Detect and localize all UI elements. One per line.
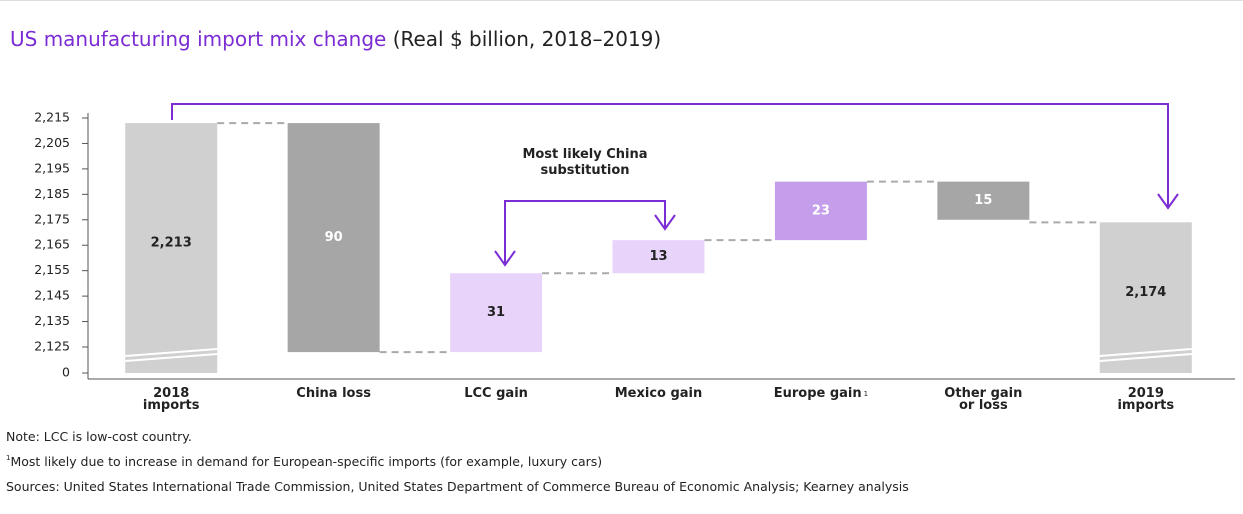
note-marker: 1: [6, 454, 11, 462]
bar: [774, 181, 867, 241]
x-tick-label: 2019 imports: [1098, 386, 1194, 413]
note: Sources: United States International Tra…: [6, 479, 909, 494]
x-tick-label: Mexico gain: [611, 386, 707, 401]
axis-break: [1099, 353, 1192, 362]
axis-break: [1099, 348, 1192, 357]
y-tick-label: 2,185: [34, 186, 70, 201]
y-tick-label: 2,215: [34, 110, 70, 125]
y-tick-label: 2,175: [34, 211, 70, 226]
arrow-head: [494, 250, 516, 267]
category-text: Mexico gain: [614, 386, 703, 401]
x-tick-label: Europe gain 1: [773, 386, 869, 401]
y-tick-label: 2,195: [34, 160, 70, 175]
substitution-arrow: [504, 200, 666, 263]
title-text: US manufacturing import mix change: [10, 27, 387, 51]
y-tick-label: 2,205: [34, 135, 70, 150]
bar: [937, 181, 1030, 220]
axis-break: [125, 348, 218, 357]
note-text: Note: LCC is low-cost country.: [6, 429, 192, 444]
y-tick-label: 2,165: [34, 237, 70, 252]
value-label: 15: [974, 193, 992, 208]
note-text: Most likely due to increase in demand fo…: [10, 454, 603, 469]
subtitle: (Real $ billion, 2018–2019): [392, 27, 662, 51]
category-text: 2019 imports: [1117, 386, 1175, 413]
title: US manufacturing import mix change (Real…: [10, 27, 661, 51]
bar: [450, 273, 543, 353]
category-text: Other gain or loss: [944, 386, 1023, 413]
category-text: China loss: [296, 386, 371, 401]
note: 1Most likely due to increase in demand f…: [6, 454, 602, 469]
x-tick-label: China loss: [286, 386, 382, 401]
y-tick-label: 2,125: [34, 339, 70, 354]
total-arrow: [171, 103, 1169, 206]
bar: [125, 123, 218, 373]
value-label: 2,213: [151, 236, 192, 251]
x-tick-label: LCC gain: [448, 386, 544, 401]
annotation: Most likely China substitution: [522, 147, 648, 178]
y-tick-label: 2,135: [34, 313, 70, 328]
value-label: 23: [812, 203, 830, 218]
note-text: Sources: United States International Tra…: [6, 479, 909, 494]
value-label: 2,174: [1125, 285, 1166, 300]
category-text: LCC gain: [464, 386, 528, 401]
arrow-head: [654, 214, 676, 231]
category-text: Europe gain: [773, 386, 862, 401]
axis-break: [125, 353, 218, 362]
value-label: 13: [649, 249, 667, 264]
chart: 0 2,125 2,135 2,145 2,155 2,165 2,175 2,185 2,19…: [34, 103, 1235, 380]
x-tick-label: Other gain or loss: [935, 386, 1031, 413]
y-tick-label: 2,145: [34, 288, 70, 303]
note: Note: LCC is low-cost country.: [6, 429, 192, 444]
y-tick-label: 0: [62, 365, 70, 380]
x-tick-label: 2018 imports: [123, 386, 219, 413]
value-label: 90: [325, 230, 343, 245]
footnote-marker: 1: [863, 390, 869, 398]
y-tick-label: 2,155: [34, 262, 70, 277]
category-text: 2018 imports: [142, 386, 200, 413]
value-label: 31: [487, 305, 505, 320]
bar: [612, 240, 705, 274]
bar: [1099, 222, 1192, 373]
bar: [287, 123, 380, 353]
arrow-head: [1157, 193, 1179, 210]
arrows: [171, 103, 1179, 267]
